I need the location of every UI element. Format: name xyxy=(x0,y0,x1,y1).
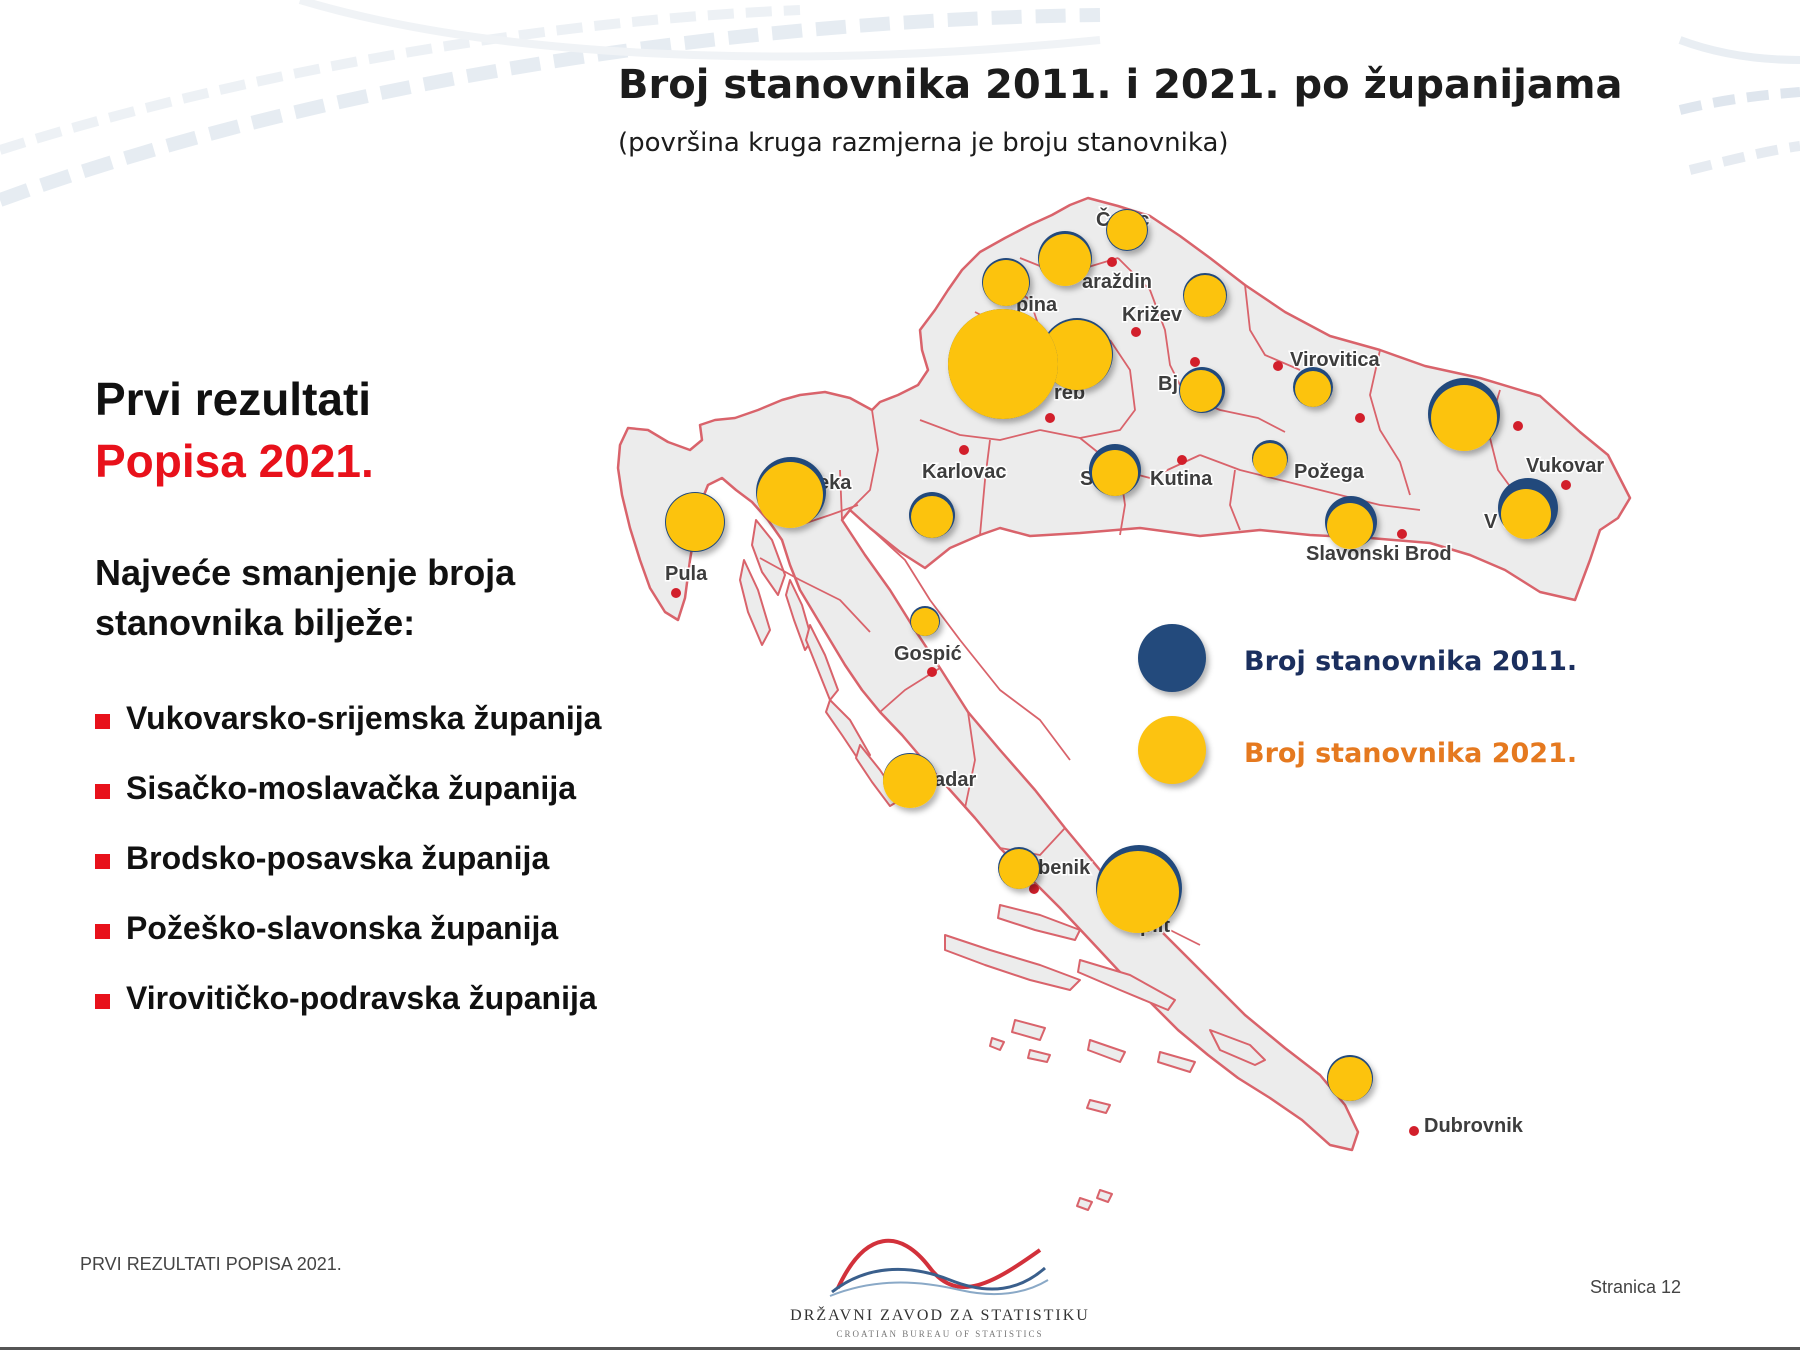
city-label: Virovitica xyxy=(1290,349,1381,371)
county-name: Virovitičko-podravska županija xyxy=(126,980,597,1016)
city-dot xyxy=(1190,357,1200,367)
logo-org-subtitle: CROATIAN BUREAU OF STATISTICS xyxy=(836,1329,1044,1339)
city-label: Gospić xyxy=(894,643,962,665)
city-label: araždin xyxy=(1082,271,1152,293)
county-name: Sisačko-moslavačka županija xyxy=(126,770,576,806)
headline: Prvi rezultati Popisa 2021. xyxy=(95,368,374,492)
city-dot xyxy=(927,667,937,677)
logo-wave-icon xyxy=(829,1238,1049,1297)
city-label: Dubrovnik xyxy=(1424,1115,1524,1137)
circle-2021 xyxy=(911,608,939,636)
city-label: Karlovac xyxy=(922,461,1007,483)
lead-text: Najveće smanjenje broja stanovnika bilje… xyxy=(95,552,516,643)
circle-2021 xyxy=(883,754,937,808)
city-label: Vukovar xyxy=(1526,455,1604,477)
county-list-item: Vukovarsko-srijemska županija xyxy=(95,700,601,770)
county-list-item: Sisačko-moslavačka županija xyxy=(95,770,601,840)
city-label: Kutina xyxy=(1150,468,1213,490)
city-dot xyxy=(1397,529,1407,539)
population-circles xyxy=(665,209,1558,1101)
city-label: Slavonski Brod xyxy=(1306,543,1452,565)
circle-2021 xyxy=(1092,450,1138,496)
city-label: Križev xyxy=(1122,304,1183,326)
city-dot xyxy=(1177,455,1187,465)
legend-label-2021: Broj stanovnika 2021. xyxy=(1244,738,1578,769)
circle-2021 xyxy=(1295,371,1331,407)
legend-swatch-2011 xyxy=(1138,624,1206,692)
city-dots xyxy=(671,257,1571,1136)
city-dot xyxy=(1561,480,1571,490)
city-dot xyxy=(1273,361,1283,371)
background-wave-decoration xyxy=(0,0,1800,207)
circle-2021 xyxy=(1042,320,1112,390)
county-list-item: Virovitičko-podravska županija xyxy=(95,980,601,1050)
city-label: adar xyxy=(934,769,976,791)
city-label: Pula xyxy=(665,563,708,585)
circle-2021 xyxy=(983,260,1029,306)
circle-2021 xyxy=(1039,234,1091,286)
circle-2021 xyxy=(666,493,724,551)
county-list: Vukovarsko-srijemska županija Sisačko-mo… xyxy=(95,700,601,1050)
dzs-logo: DRŽAVNI ZAVOD ZA STATISTIKU CROATIAN BUR… xyxy=(790,1210,1090,1340)
circle-2021 xyxy=(999,849,1039,889)
circle-2021 xyxy=(1097,851,1179,933)
slide-subtitle: (površina kruga razmjerna je broju stano… xyxy=(618,128,1229,158)
county-list-item: Brodsko-posavska županija xyxy=(95,840,601,910)
city-dot xyxy=(1107,257,1117,267)
circle-2021 xyxy=(1253,443,1287,477)
bullet-square-icon xyxy=(95,994,110,1009)
circle-2021 xyxy=(1431,385,1497,451)
city-dot xyxy=(1029,884,1039,894)
circle-2021 xyxy=(948,309,1058,419)
page-number: Stranica 12 xyxy=(1590,1277,1682,1297)
circle-2021 xyxy=(1184,275,1226,317)
city-label: Požega xyxy=(1294,461,1365,483)
circle-2021 xyxy=(757,462,823,528)
county-list-item: Požeško-slavonska županija xyxy=(95,910,601,980)
circle-2021 xyxy=(1180,370,1222,412)
city-dot xyxy=(959,445,969,455)
city-label: benik xyxy=(1038,857,1091,879)
county-name: Vukovarsko-srijemska županija xyxy=(126,700,602,736)
bullet-square-icon xyxy=(95,854,110,869)
city-dot xyxy=(1045,413,1055,423)
city-dot xyxy=(1409,1126,1419,1136)
legend-swatch-2021 xyxy=(1138,716,1206,784)
circle-2021 xyxy=(1501,489,1551,539)
county-name: Požeško-slavonska županija xyxy=(126,910,559,946)
adriatic-islands xyxy=(739,519,1266,1211)
city-dot xyxy=(1355,413,1365,423)
city-dot xyxy=(671,588,681,598)
bullet-square-icon xyxy=(95,714,110,729)
logo-org-name: DRŽAVNI ZAVOD ZA STATISTIKU xyxy=(790,1307,1090,1324)
circle-2021 xyxy=(1107,210,1147,250)
city-dot xyxy=(1131,327,1141,337)
circle-2021 xyxy=(911,496,953,538)
city-dot xyxy=(1513,421,1523,431)
slide-title: Broj stanovnika 2011. i 2021. po županij… xyxy=(618,62,1623,108)
bullet-square-icon xyxy=(95,784,110,799)
county-name: Brodsko-posavska županija xyxy=(126,840,550,876)
headline-line-2: Popisa 2021. xyxy=(95,435,374,487)
bottom-border xyxy=(0,1347,1800,1350)
legend-label-2011: Broj stanovnika 2011. xyxy=(1244,646,1578,677)
circle-2021 xyxy=(1327,503,1373,549)
headline-line-1: Prvi rezultati xyxy=(95,373,372,425)
circle-2021 xyxy=(1328,1057,1372,1101)
bullet-square-icon xyxy=(95,924,110,939)
footer-left-text: PRVI REZULTATI POPISA 2021. xyxy=(80,1254,342,1274)
